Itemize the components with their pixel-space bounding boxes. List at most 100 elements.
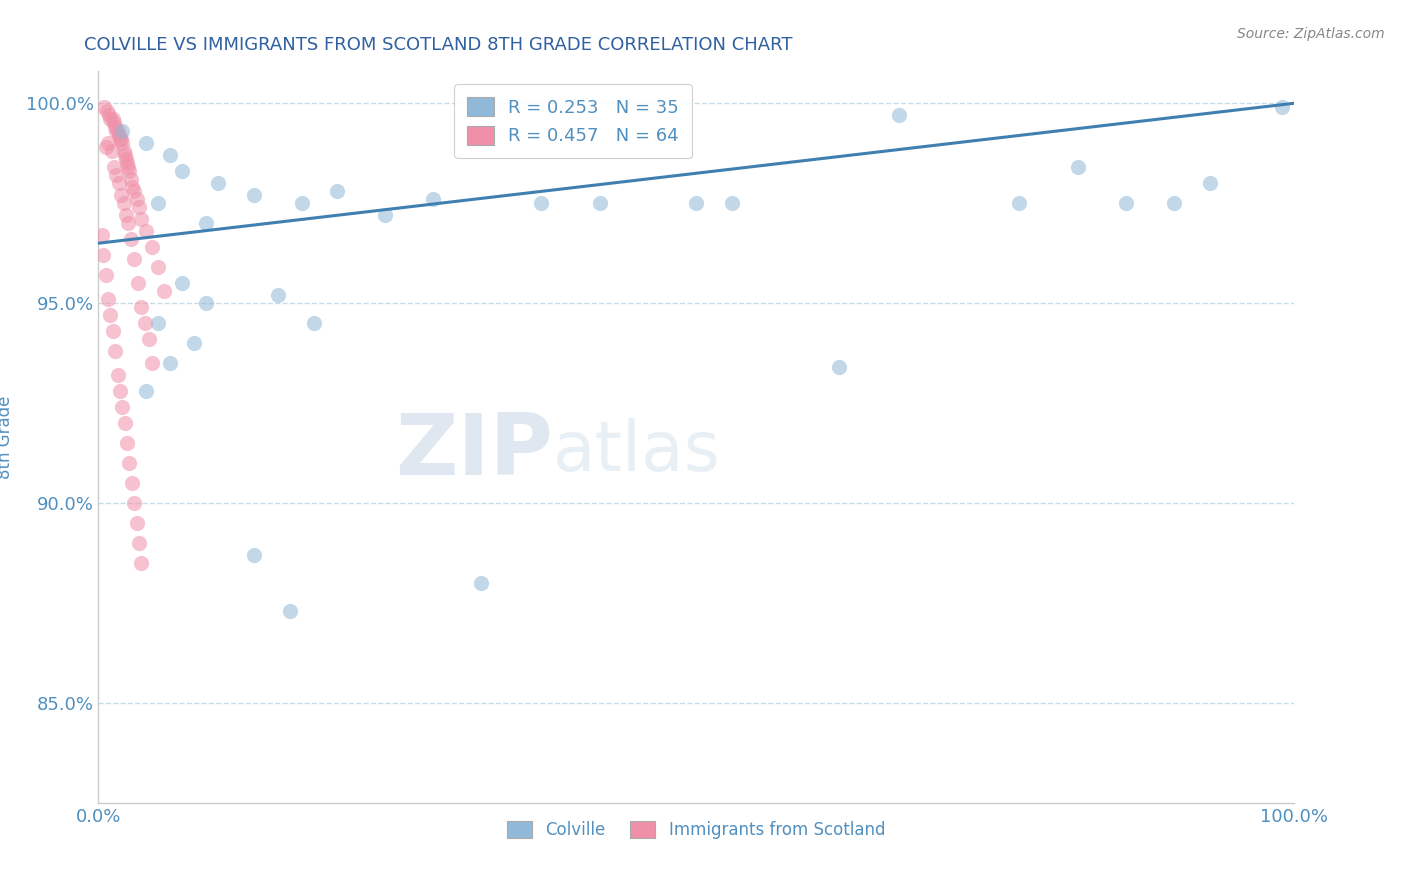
Point [117,161,139,175]
Point [685,196,707,211]
Point [115,153,138,167]
Point [121,180,143,194]
Point [107,176,129,190]
Point [97,292,120,306]
Point [115,156,138,170]
Point [828,360,851,375]
Point [326,184,349,198]
Point [110,132,132,146]
Point [124,184,146,198]
Point [96,104,118,119]
Point [135,224,157,238]
Text: ZIP: ZIP [395,410,553,493]
Point [374,208,396,222]
Point [115,208,138,222]
Point [98,108,121,122]
Text: Source: ZipAtlas.com: Source: ZipAtlas.com [1237,27,1385,41]
Point [101,324,124,338]
Point [135,384,157,398]
Point [1199,176,1222,190]
Point [128,200,150,214]
Point [105,124,128,138]
Point [112,145,135,159]
Point [120,232,142,246]
Point [112,196,135,211]
Point [159,148,181,162]
Point [114,416,136,430]
Point [422,192,444,206]
Point [195,216,218,230]
Point [135,136,157,151]
Point [107,128,129,143]
Point [111,136,134,151]
Point [1271,100,1294,114]
Point [1163,196,1185,211]
Point [100,145,122,159]
Point [530,196,553,211]
Point [1008,196,1031,211]
Point [278,604,301,618]
Y-axis label: 8th Grade: 8th Grade [0,395,14,479]
Point [94,140,117,154]
Point [125,192,148,206]
Point [243,188,266,202]
Point [131,556,153,570]
Point [111,124,134,138]
Text: COLVILLE VS IMMIGRANTS FROM SCOTLAND 8TH GRADE CORRELATION CHART: COLVILLE VS IMMIGRANTS FROM SCOTLAND 8TH… [84,36,793,54]
Point [1115,196,1137,211]
Point [127,276,149,290]
Point [107,124,129,138]
Point [108,384,131,398]
Point [148,196,170,211]
Point [115,436,138,450]
Point [107,368,129,383]
Point [243,548,266,562]
Point [172,276,194,290]
Point [141,240,163,254]
Point [183,336,205,351]
Point [124,496,146,510]
Point [131,300,153,314]
Point [302,316,325,330]
Point [470,576,492,591]
Point [267,288,290,302]
Point [131,212,153,227]
Point [103,116,125,130]
Point [91,228,114,243]
Point [128,536,150,550]
Point [138,332,160,346]
Point [159,356,181,370]
Point [110,188,132,202]
Point [195,296,218,310]
Point [125,516,148,530]
Point [121,476,143,491]
Point [103,161,125,175]
Point [134,316,156,330]
Point [148,260,170,275]
Point [141,356,163,370]
Point [104,120,127,135]
Point [104,344,127,359]
Point [172,164,194,178]
Point [111,400,134,414]
Point [94,268,117,283]
Point [124,252,146,267]
Text: atlas: atlas [553,418,720,485]
Point [105,169,128,183]
Point [98,308,122,322]
Point [148,316,170,330]
Point [98,112,122,127]
Point [889,108,911,122]
Point [118,456,141,470]
Point [120,172,142,186]
Point [117,216,139,230]
Point [589,196,612,211]
Point [97,136,120,151]
Legend: Colville, Immigrants from Scotland: Colville, Immigrants from Scotland [501,814,891,846]
Point [291,196,314,211]
Point [153,284,176,298]
Point [93,100,115,114]
Point [108,132,131,146]
Point [118,164,141,178]
Point [114,148,136,162]
